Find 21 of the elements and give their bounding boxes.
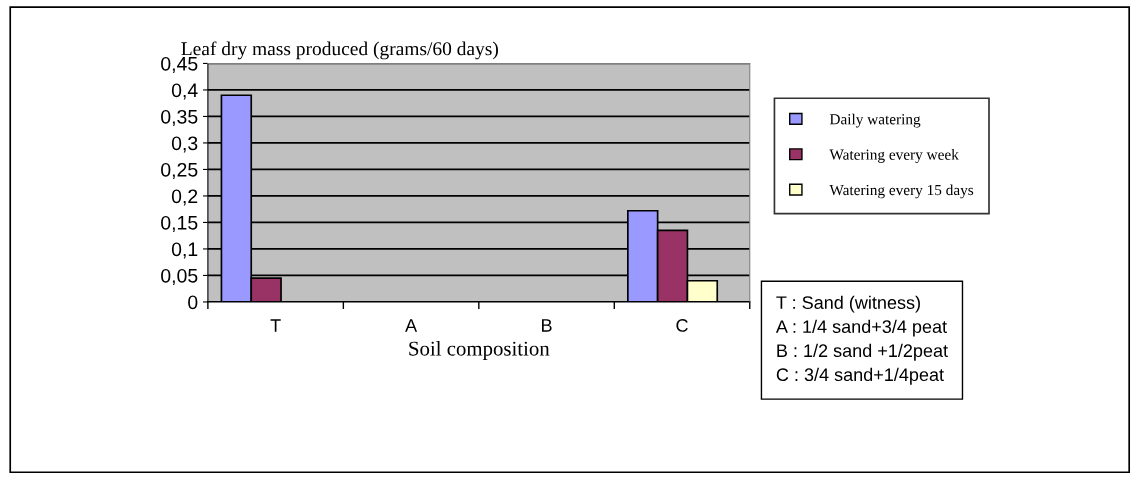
text: B : 1/2 sand +1/2peat [777,343,948,361]
x-axis-title: Soil composition [409,340,550,360]
y-tick-label: 0,1 [171,242,198,259]
y-tick-label: 0,15 [161,215,198,232]
y-tick-label: 0,3 [171,136,198,153]
y-tick-label: 0,25 [161,162,198,179]
text: C : 3/4 sand+1/4peat [776,367,944,385]
y-tick-label: 0,05 [161,268,198,285]
x-tick-label: B [542,319,552,332]
y-tick-label: 0,2 [171,189,198,206]
legend-label: Daily watering [829,113,921,128]
y-tick-label: 0,35 [161,109,198,126]
x-tick-label: A [405,319,418,332]
x-tick-label: C [676,319,688,332]
legend-label: Watering every week [829,149,959,163]
text: A : 1/4 sand+3/4 peat [775,319,947,337]
legend-label: Watering every 15 days [829,184,974,199]
y-tick-label: 0 [188,295,198,310]
text: T : Sand (witness) [776,295,920,313]
x-tick-label: T [270,319,281,332]
y-tick-label: 0,4 [171,83,198,100]
